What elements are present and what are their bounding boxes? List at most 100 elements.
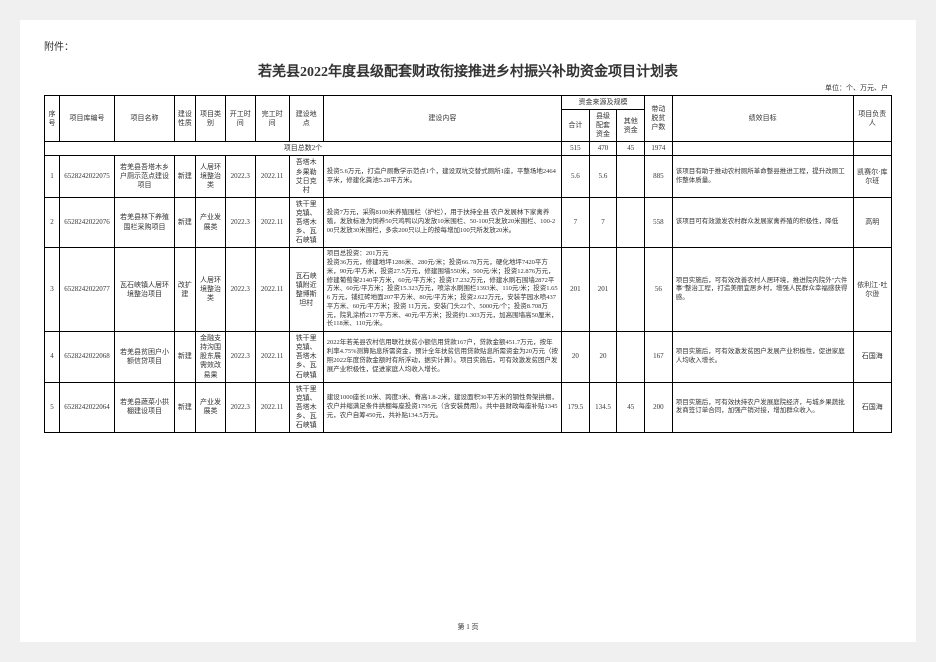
col-seq: 序号 [45,96,60,142]
cell-cat: 金融支持沟围股东展需效改易果 [196,332,226,382]
cell-content: 2022年若羌县农村信用联社扶贫小额信用贷款167户，贷款金额451.7万元，按… [323,332,561,382]
cell-benefit: 885 [645,156,673,197]
cell-location: 铁干里克镇、吾塔木乡、瓦石峡镇 [289,332,323,382]
col-start: 开工时间 [225,96,255,142]
unit-label: 单位：个、万元、户 [44,83,892,93]
cell-seq: 2 [45,197,60,247]
summary-benefit: 1974 [645,142,673,156]
cell-county: 7 [589,197,617,247]
cell-other [617,197,645,247]
cell-projname: 若羌县蔬菜小拱棚建设项目 [115,382,175,432]
cell-seq: 3 [45,248,60,332]
summary-total: 515 [562,142,590,156]
cell-goal: 项目实施后，可有效扶持农户发展庭院经济，与城乡果蔬批发商签订单合同，加强产销对接… [672,382,853,432]
table-row: 16528242022075若羌县吾塔木乡户厕示范点建设项目新建人居环境整治类2… [45,156,892,197]
cell-total: 5.6 [562,156,590,197]
cell-start: 2022.3 [225,156,255,197]
cell-goal: 该项目有助于推动农村厕所革命整县推进工程，提升改厕工作整体质量。 [672,156,853,197]
cell-other [617,156,645,197]
col-libno: 项目库编号 [59,96,114,142]
cell-owner: 石国海 [853,332,891,382]
cell-benefit: 167 [645,332,673,382]
col-fund-county: 县级配套资金 [589,110,617,142]
col-nature: 建设性质 [174,96,195,142]
cell-libno: 6528242022076 [59,197,114,247]
cell-content: 投资5.6万元，打造户厕敷学示范点1个，建设双坑交替式厕所1座，平整场地2464… [323,156,561,197]
cell-other: 45 [617,382,645,432]
cell-content: 建设1000座长10米、跨度3米、脊高1.8-2米，建设面积30平方米的钢性骨架… [323,382,561,432]
cell-total: 179.5 [562,382,590,432]
col-goal: 绩效目标 [672,96,853,142]
cell-nature: 新建 [174,156,195,197]
cell-other [617,332,645,382]
cell-benefit: 200 [645,382,673,432]
cell-libno: 6528242022068 [59,332,114,382]
cell-goal: 项目实施后，可有效激发贫困户发展产业积极性，促进家庭人均收入增长。 [672,332,853,382]
cell-end: 2022.11 [255,248,289,332]
cell-total: 20 [562,332,590,382]
cell-cat: 人居环境整治类 [196,156,226,197]
cell-start: 2022.3 [225,248,255,332]
cell-total: 7 [562,197,590,247]
cell-owner: 依利江·吐尔逊 [853,248,891,332]
cell-goal: 该项目可有效激发农村群众发展家禽养殖的积极性，降低 [672,197,853,247]
project-table: 序号 项目库编号 项目名称 建设性质 项目类别 开工时间 完工时间 建设地点 建… [44,95,892,433]
summary-label: 项目总数2个 [45,142,562,156]
document-title: 若羌县2022年度县级配套财政衔接推进乡村振兴补助资金项目计划表 [44,61,892,81]
summary-other: 45 [617,142,645,156]
cell-start: 2022.3 [225,332,255,382]
col-fund-group: 资金来源及规模 [562,96,645,110]
cell-projname: 若羌县吾塔木乡户厕示范点建设项目 [115,156,175,197]
col-fund-total: 合计 [562,110,590,142]
cell-content: 项目总投资：201万元投资36万元，修建地坪1286米、280元/米；投资66.… [323,248,561,332]
col-benefit: 带动脱贫户数 [645,96,673,142]
cell-owner: 凯赛尔·库尔班 [853,156,891,197]
col-cat: 项目类别 [196,96,226,142]
cell-cat: 产业发展类 [196,382,226,432]
cell-end: 2022.11 [255,156,289,197]
cell-end: 2022.11 [255,197,289,247]
cell-end: 2022.11 [255,332,289,382]
page-footer: 第 1 页 [20,622,916,632]
col-fund-other: 其他资金 [617,110,645,142]
col-owner: 项目负责人 [853,96,891,142]
document-page: 附件： 若羌县2022年度县级配套财政衔接推进乡村振兴补助资金项目计划表 单位：… [20,20,916,642]
table-row: 56528242022064若羌县蔬菜小拱棚建设项目新建产业发展类2022.3 2… [45,382,892,432]
cell-benefit: 56 [645,248,673,332]
header-row-1: 序号 项目库编号 项目名称 建设性质 项目类别 开工时间 完工时间 建设地点 建… [45,96,892,110]
cell-seq: 1 [45,156,60,197]
cell-start: 2022.3 [225,382,255,432]
cell-libno: 6528242022064 [59,382,114,432]
col-projname: 项目名称 [115,96,175,142]
summary-goal [672,142,853,156]
table-row: 46528242022068若羌县贫困户小额信贷项目新建金融支持沟围股东展需效改… [45,332,892,382]
cell-county: 20 [589,332,617,382]
cell-county: 5.6 [589,156,617,197]
cell-owner: 高明 [853,197,891,247]
cell-seq: 5 [45,382,60,432]
cell-location: 铁干里克镇、吾塔木乡、瓦石峡镇 [289,197,323,247]
cell-location: 铁干里克镇、吾塔木乡、瓦石峡镇 [289,382,323,432]
cell-other [617,248,645,332]
cell-libno: 6528242022075 [59,156,114,197]
cell-cat: 人居环境整治类 [196,248,226,332]
table-row: 26528242022076若羌县林下养殖围栏采购项目新建产业发展类2022.3… [45,197,892,247]
col-location: 建设地点 [289,96,323,142]
cell-projname: 瓦石峡镇人居环境整治项目 [115,248,175,332]
cell-projname: 若羌县贫困户小额信贷项目 [115,332,175,382]
cell-county: 201 [589,248,617,332]
cell-nature: 改扩建 [174,248,195,332]
cell-content: 投资7万元，采购8100米养殖围栏（护栏），用于扶持全县 农户发展林下家禽养殖，… [323,197,561,247]
cell-start: 2022.3 [225,197,255,247]
col-content: 建设内容 [323,96,561,142]
cell-location: 瓦石峡镇附近整博斯坦村 [289,248,323,332]
cell-nature: 新建 [174,382,195,432]
col-end: 完工时间 [255,96,289,142]
cell-total: 201 [562,248,590,332]
table-row: 36528242022077瓦石峡镇人居环境整治项目改扩建人居环境整治类2022… [45,248,892,332]
summary-county: 470 [589,142,617,156]
cell-county: 134.5 [589,382,617,432]
cell-goal: 项目实施后，可有效改善农村人居环境，推进院内院外"六件事"整治工程，打造美丽宜居… [672,248,853,332]
summary-row: 项目总数2个515470451974 [45,142,892,156]
summary-owner [853,142,891,156]
